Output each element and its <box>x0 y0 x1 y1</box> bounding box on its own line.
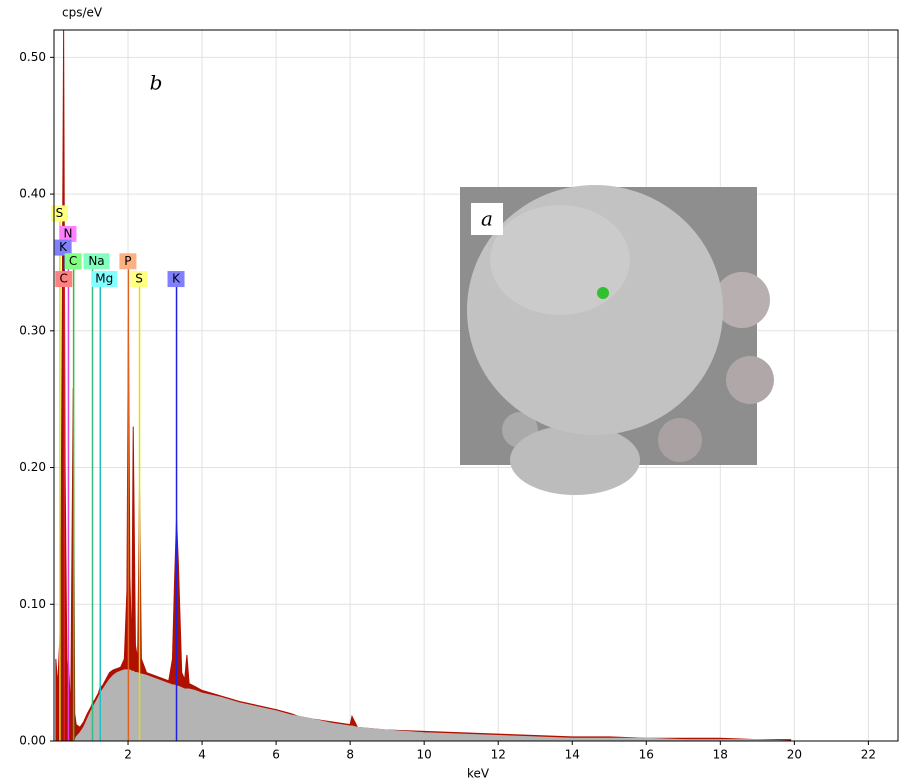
spectrum-area <box>55 669 791 742</box>
annotation-box <box>471 203 503 235</box>
y-tick-label: 0.50 <box>19 50 46 64</box>
x-axis-label: keV <box>467 767 490 781</box>
element-label-box <box>64 253 82 270</box>
element-label: Mg <box>95 272 113 286</box>
x-tick-label: 12 <box>491 748 506 762</box>
element-label: Na <box>88 254 104 268</box>
x-tick-label: 20 <box>787 748 802 762</box>
element-label: C <box>60 272 68 286</box>
inset-particle <box>726 356 774 404</box>
x-tick-label: 14 <box>565 748 580 762</box>
element-label-box <box>167 271 185 288</box>
y-tick-label: 0.00 <box>19 734 46 748</box>
element-label: S <box>56 206 64 220</box>
inset-particle <box>658 418 702 462</box>
element-label-box <box>55 271 73 288</box>
y-tick-label: 0.10 <box>19 597 46 611</box>
y-tick-label: 0.30 <box>19 323 46 337</box>
annotation: b <box>150 71 163 95</box>
x-tick-label: 16 <box>639 748 654 762</box>
y-tick-label: 0.20 <box>19 460 46 474</box>
x-tick-label: 6 <box>272 748 280 762</box>
y-axis-label: cps/eV <box>62 6 103 20</box>
x-tick-label: 18 <box>713 748 728 762</box>
inset-image: a <box>460 185 774 495</box>
element-label-box <box>50 205 68 222</box>
element-label: N <box>63 226 72 240</box>
inset-highlight <box>490 205 630 315</box>
element-label: K <box>172 272 181 286</box>
y-tick-label: 0.40 <box>19 187 46 201</box>
x-tick-label: 8 <box>346 748 354 762</box>
element-label-box <box>59 225 77 242</box>
x-tick-label: 2 <box>124 748 132 762</box>
x-tick-label: 22 <box>861 748 876 762</box>
element-label-box <box>91 271 118 288</box>
element-label-box <box>83 253 110 270</box>
element-label: C <box>69 254 77 268</box>
inset-particle <box>510 425 640 495</box>
x-tick-label: 10 <box>417 748 432 762</box>
plot-area: 0.00 0.10 0.20 0.30 0.40 0.50 2 4 6 8 10 12 14 16 18 20… <box>19 29 899 762</box>
plot-frame <box>53 29 899 742</box>
element-label-box <box>119 253 137 270</box>
inset-point <box>597 287 609 299</box>
element-label: P <box>124 254 131 268</box>
element-label: K <box>59 240 68 254</box>
annotation: a <box>481 207 493 231</box>
element-label-box <box>130 271 148 288</box>
element-label-box <box>54 239 72 256</box>
inset-particle <box>714 272 770 328</box>
element-label: S <box>135 272 143 286</box>
x-tick-label: 4 <box>198 748 206 762</box>
